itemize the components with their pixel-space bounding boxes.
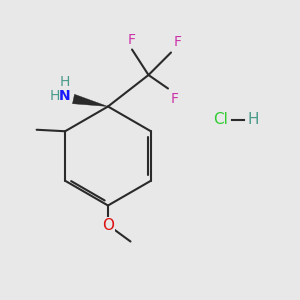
Text: O: O <box>102 218 114 232</box>
Text: N: N <box>59 89 70 103</box>
Text: H: H <box>50 89 60 103</box>
Text: F: F <box>128 32 136 46</box>
Text: F: F <box>174 35 182 50</box>
Text: Cl: Cl <box>213 112 228 128</box>
Text: H: H <box>248 112 259 128</box>
Text: H: H <box>59 76 70 89</box>
Polygon shape <box>73 94 108 106</box>
Text: F: F <box>171 92 179 106</box>
